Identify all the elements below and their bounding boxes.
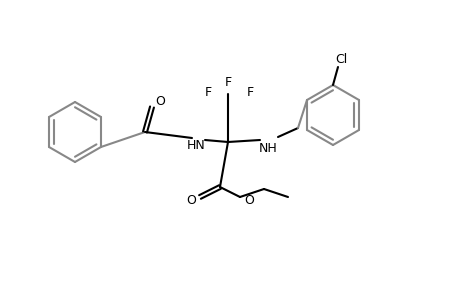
Text: NH: NH <box>258 142 277 154</box>
Text: F: F <box>246 85 253 98</box>
Text: Cl: Cl <box>334 52 347 65</box>
Text: O: O <box>244 194 253 206</box>
Text: F: F <box>224 76 231 88</box>
Text: O: O <box>185 194 196 206</box>
Text: O: O <box>155 94 165 107</box>
Text: F: F <box>204 85 211 98</box>
Text: HN: HN <box>186 139 205 152</box>
